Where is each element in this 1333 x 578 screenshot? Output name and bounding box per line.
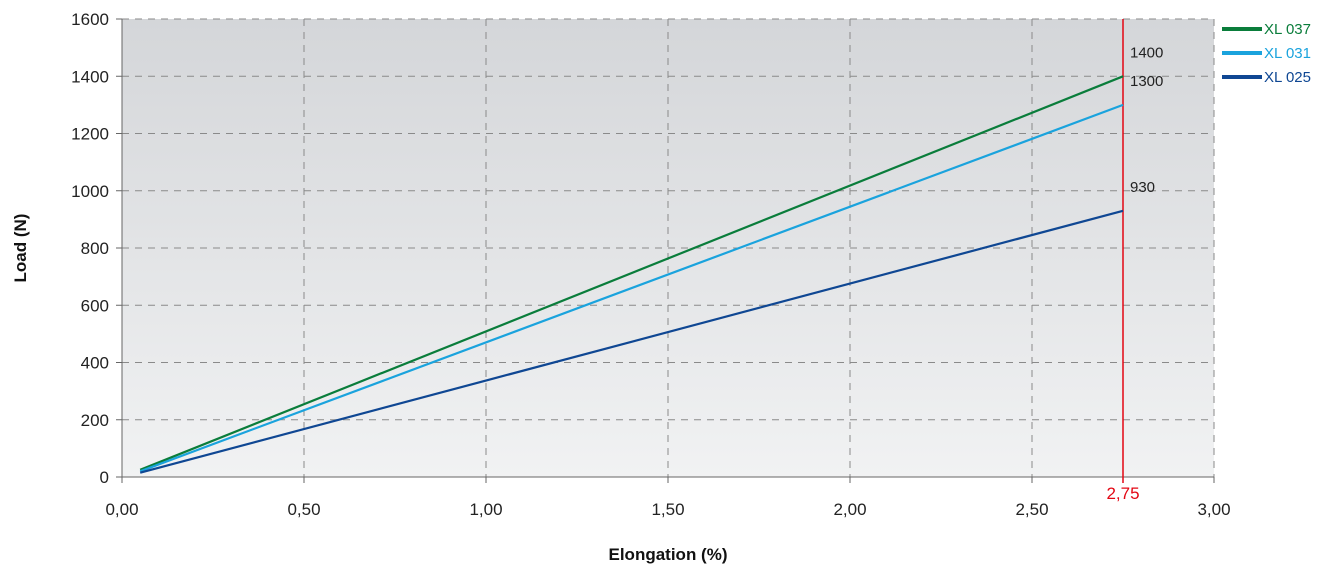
- legend-label: XL 037: [1264, 21, 1311, 38]
- x-tick-label: 3,00: [1197, 500, 1230, 519]
- y-tick-label: 1600: [71, 10, 109, 29]
- y-tick-label: 1400: [71, 67, 109, 86]
- end-value-label: 1400: [1130, 44, 1163, 61]
- x-tick-label: 2,50: [1015, 500, 1048, 519]
- y-axis-title: Load (N): [11, 214, 30, 283]
- series-lines: 1400 1300 930: [139, 44, 1163, 474]
- y-tick-label: 200: [81, 411, 109, 430]
- y-tick-label: 600: [81, 296, 109, 315]
- y-tick-label: 1200: [71, 125, 109, 144]
- y-tick-label: 1000: [71, 182, 109, 201]
- series-line-xl-025: [139, 209, 1124, 474]
- legend-label: XL 025: [1264, 69, 1311, 86]
- grid-lines: [122, 18, 1215, 477]
- x-tick-label: 1,00: [469, 500, 502, 519]
- series-line-xl-037: [139, 75, 1124, 471]
- vertical-marker: 2,75: [1106, 19, 1140, 503]
- x-tick-label: 1,50: [651, 500, 684, 519]
- tick-labels: 0 200 400 600 800 1000 1200 1400 1600 0,00 0,50 1,0…: [71, 10, 1230, 519]
- end-value-label: 930: [1130, 179, 1155, 196]
- axes: [116, 18, 1215, 483]
- x-tick-label: 0,50: [287, 500, 320, 519]
- y-tick-label: 400: [81, 354, 109, 373]
- series-line-xl-031: [139, 103, 1124, 473]
- x-axis-title: Elongation (%): [609, 545, 728, 564]
- x-tick-label: 2,00: [833, 500, 866, 519]
- y-tick-label: 800: [81, 239, 109, 258]
- legend: XL 037 XL 031 XL 025: [1222, 21, 1311, 86]
- x-tick-label: 0,00: [105, 500, 138, 519]
- end-value-label: 1300: [1130, 73, 1163, 90]
- marker-label: 2,75: [1106, 484, 1139, 503]
- y-tick-label: 0: [100, 468, 109, 487]
- legend-label: XL 031: [1264, 45, 1311, 62]
